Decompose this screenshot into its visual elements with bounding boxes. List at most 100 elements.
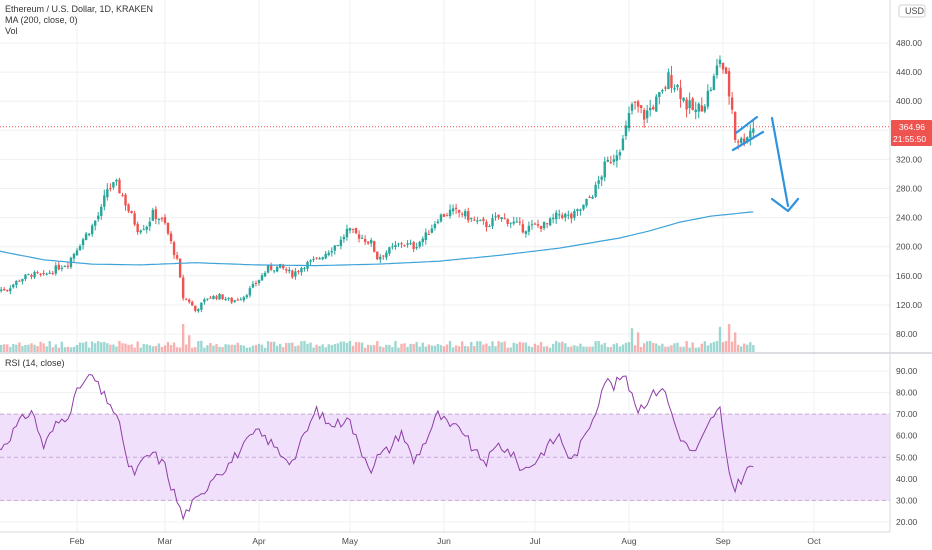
candle[interactable] bbox=[697, 103, 700, 112]
candle[interactable] bbox=[279, 263, 282, 268]
candle[interactable] bbox=[582, 204, 585, 210]
candle[interactable] bbox=[212, 295, 215, 300]
candle[interactable] bbox=[649, 107, 652, 111]
candle[interactable] bbox=[752, 128, 755, 133]
candle[interactable] bbox=[412, 242, 415, 250]
candle[interactable] bbox=[585, 198, 588, 206]
candle[interactable] bbox=[191, 301, 194, 306]
candle[interactable] bbox=[460, 213, 464, 215]
candle[interactable] bbox=[285, 269, 288, 271]
candle[interactable] bbox=[209, 297, 212, 299]
candle[interactable] bbox=[564, 213, 567, 218]
candle[interactable] bbox=[476, 220, 479, 222]
candle[interactable] bbox=[215, 296, 218, 299]
candle[interactable] bbox=[712, 76, 716, 91]
candle[interactable] bbox=[397, 243, 400, 245]
candle[interactable] bbox=[485, 221, 488, 228]
down-arrow-head[interactable] bbox=[770, 197, 800, 213]
chart-legend[interactable]: Ethereum / U.S. Dollar, 1D, KRAKEN MA (2… bbox=[5, 4, 153, 368]
candle[interactable] bbox=[527, 225, 531, 232]
candle[interactable] bbox=[636, 101, 640, 107]
candle[interactable] bbox=[81, 239, 85, 246]
candle[interactable] bbox=[100, 206, 103, 216]
candle[interactable] bbox=[257, 280, 261, 284]
candle[interactable] bbox=[594, 184, 597, 197]
candle[interactable] bbox=[39, 273, 42, 275]
candle[interactable] bbox=[339, 239, 343, 247]
candle[interactable] bbox=[479, 219, 482, 221]
candle[interactable] bbox=[300, 267, 303, 273]
candle[interactable] bbox=[197, 309, 200, 312]
candle[interactable] bbox=[151, 209, 155, 221]
candle[interactable] bbox=[624, 125, 628, 137]
candle[interactable] bbox=[66, 265, 70, 267]
candle[interactable] bbox=[363, 238, 367, 243]
candle[interactable] bbox=[524, 231, 528, 234]
candle[interactable] bbox=[415, 246, 418, 249]
candle[interactable] bbox=[369, 240, 373, 244]
time-axis[interactable]: Feb Mar Apr May Jun Jul Aug Sep Oct bbox=[70, 536, 822, 546]
candle[interactable] bbox=[251, 283, 255, 288]
candle[interactable] bbox=[439, 214, 443, 222]
candle[interactable] bbox=[664, 87, 667, 89]
candle[interactable] bbox=[24, 274, 27, 280]
candle[interactable] bbox=[36, 272, 39, 274]
candle[interactable] bbox=[561, 215, 564, 219]
candle[interactable] bbox=[360, 237, 364, 239]
candle[interactable] bbox=[9, 288, 12, 292]
candle[interactable] bbox=[327, 252, 330, 255]
rsi-legend[interactable]: RSI (14, close) bbox=[5, 358, 65, 368]
candle[interactable] bbox=[166, 222, 170, 234]
candle[interactable] bbox=[97, 215, 100, 220]
candle[interactable] bbox=[48, 272, 51, 274]
candle[interactable] bbox=[421, 238, 424, 243]
candle[interactable] bbox=[740, 138, 743, 143]
candle[interactable] bbox=[606, 160, 609, 162]
candle[interactable] bbox=[315, 257, 318, 259]
candle[interactable] bbox=[103, 195, 106, 207]
candle[interactable] bbox=[436, 221, 440, 224]
candle[interactable] bbox=[457, 210, 461, 213]
candle[interactable] bbox=[57, 264, 61, 270]
candle[interactable] bbox=[382, 255, 385, 257]
candle[interactable] bbox=[54, 265, 57, 274]
candle[interactable] bbox=[269, 265, 273, 270]
candle[interactable] bbox=[188, 299, 191, 303]
candle[interactable] bbox=[448, 209, 452, 217]
candle[interactable] bbox=[72, 253, 76, 259]
candle[interactable] bbox=[618, 152, 622, 156]
candle[interactable] bbox=[12, 284, 15, 288]
candle[interactable] bbox=[576, 209, 579, 212]
candle[interactable] bbox=[245, 295, 249, 298]
currency-badge-box[interactable] bbox=[898, 4, 926, 18]
candle[interactable] bbox=[145, 226, 148, 230]
candle[interactable] bbox=[703, 106, 707, 112]
candle[interactable] bbox=[115, 179, 118, 182]
candle[interactable] bbox=[424, 232, 427, 241]
candle[interactable] bbox=[706, 90, 710, 107]
candle[interactable] bbox=[567, 214, 570, 216]
candle[interactable] bbox=[200, 302, 203, 310]
candle[interactable] bbox=[473, 219, 476, 221]
candle[interactable] bbox=[482, 218, 485, 221]
candle[interactable] bbox=[60, 267, 64, 269]
ma200-line[interactable] bbox=[0, 211, 754, 267]
candle[interactable] bbox=[303, 268, 306, 270]
candle[interactable] bbox=[90, 225, 94, 235]
candle[interactable] bbox=[673, 88, 676, 90]
candle[interactable] bbox=[15, 280, 18, 285]
candle[interactable] bbox=[718, 59, 722, 65]
candle[interactable] bbox=[366, 241, 370, 244]
candle[interactable] bbox=[348, 228, 352, 231]
candle[interactable] bbox=[218, 294, 221, 300]
candles[interactable] bbox=[0, 55, 755, 313]
candle[interactable] bbox=[667, 72, 670, 90]
candle[interactable] bbox=[694, 109, 697, 113]
candle[interactable] bbox=[78, 245, 82, 251]
candle[interactable] bbox=[388, 247, 391, 254]
candle[interactable] bbox=[491, 218, 494, 227]
candle[interactable] bbox=[178, 258, 182, 278]
candle[interactable] bbox=[373, 241, 376, 252]
candle[interactable] bbox=[345, 228, 349, 238]
candle[interactable] bbox=[194, 305, 197, 311]
